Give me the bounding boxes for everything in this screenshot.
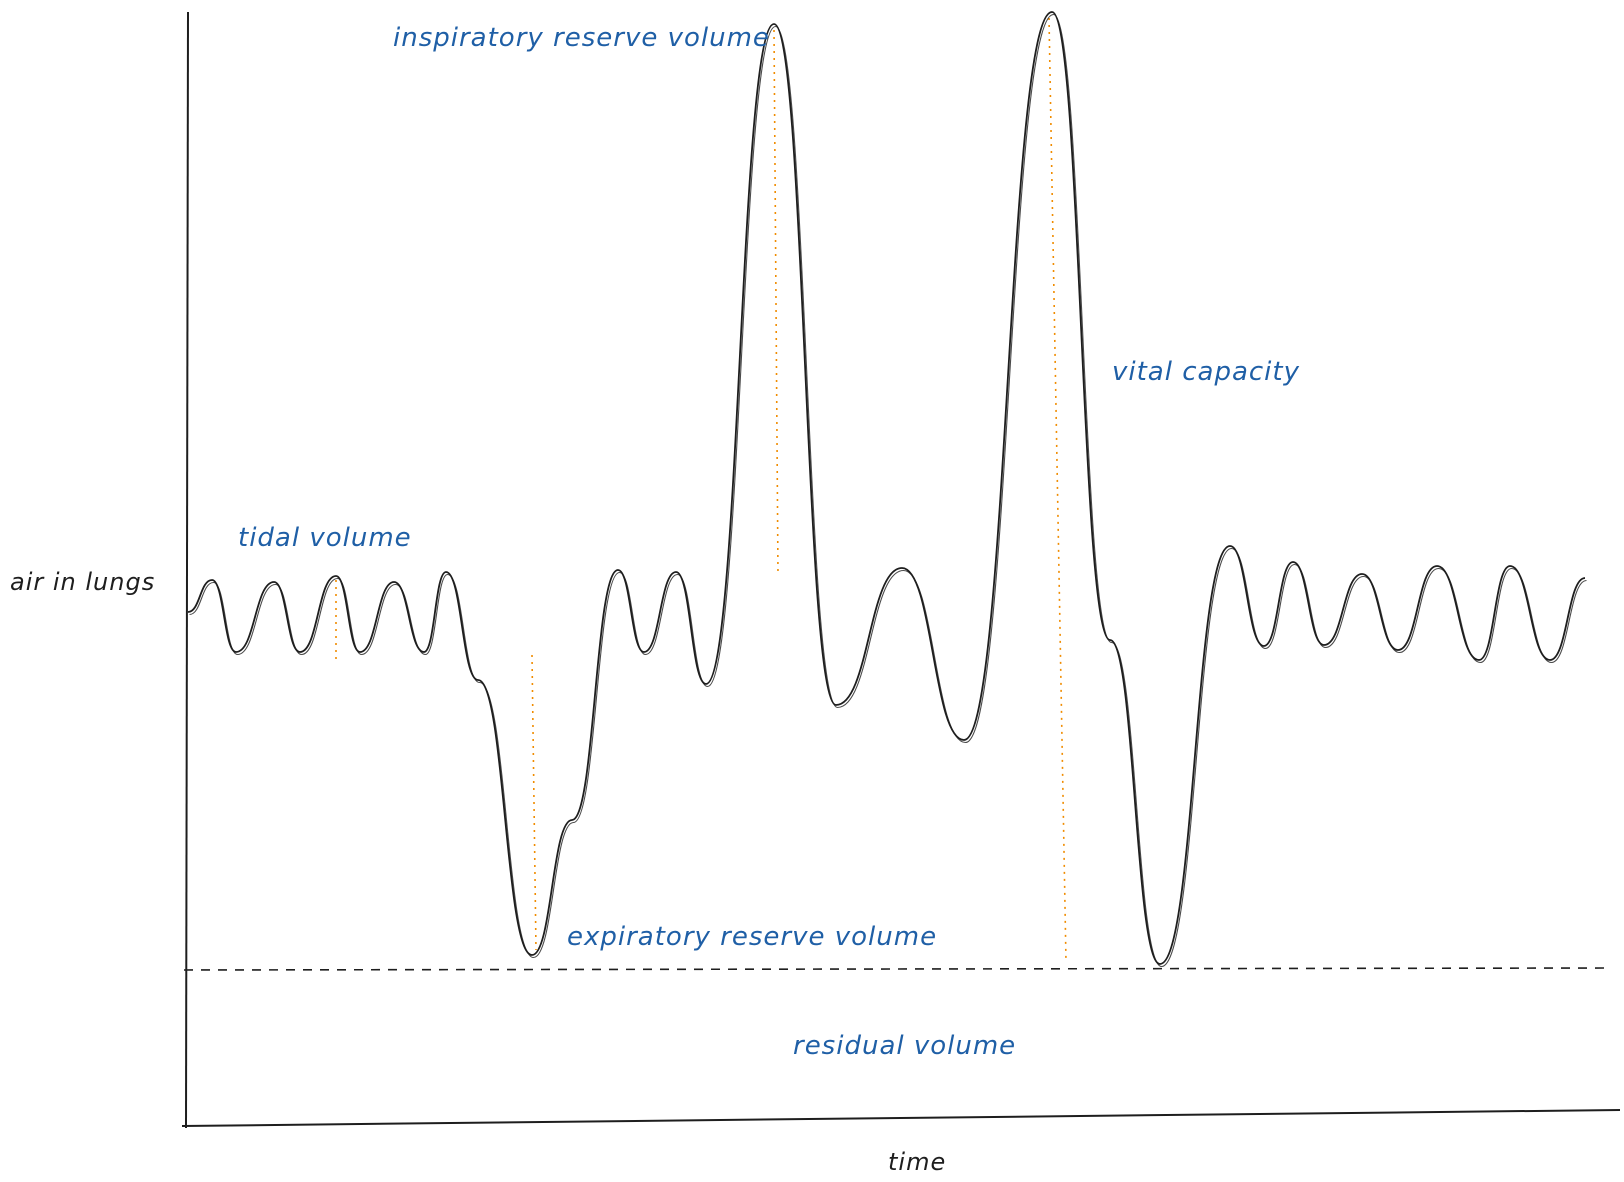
breathing-curve-shadow: [189, 13, 1587, 968]
residual-baseline: [183, 967, 1613, 971]
vital-capacity-label: vital capacity: [1112, 357, 1300, 387]
tidal-volume-label: tidal volume: [238, 523, 412, 553]
breathing-curve: [187, 11, 1586, 965]
residual-volume-label: residual volume: [793, 1031, 1016, 1061]
y-axis-label: air in lungs: [10, 568, 155, 596]
x-axis-label: time: [888, 1148, 946, 1176]
x-axis: [181, 1109, 1621, 1127]
expiratory-reserve-volume-label: expiratory reserve volume: [567, 922, 937, 952]
vital-capacity-marker: [1048, 17, 1067, 963]
inspiratory-reserve-marker: [773, 29, 779, 576]
y-axis: [185, 11, 189, 1129]
expiratory-reserve-marker: [531, 654, 537, 951]
volume-markers: [335, 17, 1067, 963]
inspiratory-reserve-volume-label: inspiratory reserve volume: [393, 23, 770, 53]
